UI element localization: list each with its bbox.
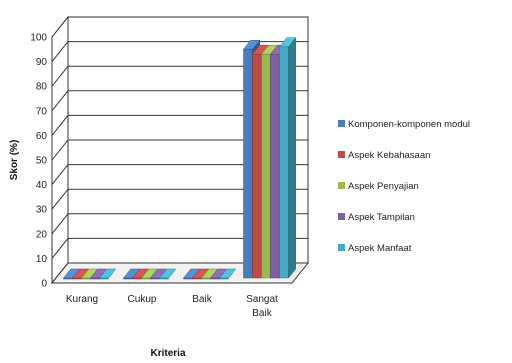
legend-label: Aspek Tampilan — [348, 212, 415, 223]
x-axis-label: Kriteria — [150, 348, 185, 359]
legend-label: Aspek Kebahasaan — [348, 150, 430, 161]
legend-label: Aspek Penyajian — [348, 181, 419, 192]
bar — [158, 268, 177, 280]
legend-swatch — [338, 151, 345, 158]
gridline — [51, 164, 308, 185]
legend-item: Aspek Tampilan — [338, 212, 415, 223]
bar — [278, 37, 297, 279]
x-tick-label: Baik — [192, 294, 212, 305]
legend-label: Aspek Manfaat — [348, 243, 412, 254]
legend-item: Aspek Manfaat — [338, 243, 412, 254]
gridline — [51, 139, 308, 161]
legend-swatch — [338, 213, 345, 220]
gridline — [51, 16, 308, 38]
x-tick-label: Cukup — [128, 294, 157, 305]
bar — [218, 268, 237, 280]
x-tick-label: Kurang — [66, 294, 98, 305]
y-tick-label: 60 — [36, 131, 48, 142]
y-tick-label: 30 — [36, 205, 48, 216]
gridline — [51, 188, 308, 210]
x-tick-label: Sangat Baik — [246, 294, 278, 319]
y-tick-labels: 0 10 20 30 40 50 60 70 80 90 100 — [30, 33, 47, 290]
y-tick-label: 100 — [30, 33, 47, 44]
legend-swatch — [338, 120, 345, 127]
y-tick-label: 40 — [36, 180, 48, 191]
legend: Komponen-komponen modul Aspek Kebahasaan A… — [338, 119, 470, 254]
legend-item: Komponen-komponen modul — [338, 119, 470, 130]
bar — [98, 268, 117, 280]
legend-swatch — [338, 244, 345, 251]
gridline — [51, 41, 308, 62]
legend-item: Aspek Penyajian — [338, 181, 419, 192]
gridline — [51, 262, 308, 284]
gridline — [51, 114, 308, 136]
gridline — [51, 213, 308, 235]
legend-swatch — [338, 182, 345, 189]
gridline — [51, 237, 308, 259]
gridline — [51, 65, 308, 87]
y-tick-label: 0 — [41, 279, 47, 290]
y-tick-label: 20 — [36, 229, 48, 240]
legend-item: Aspek Kebahasaan — [338, 150, 430, 161]
gridlines — [51, 16, 308, 284]
y-tick-label: 10 — [36, 254, 48, 265]
y-tick-label: 70 — [36, 106, 48, 117]
bars — [62, 37, 297, 280]
gridline — [51, 90, 308, 112]
x-tick-labels: Kurang Cukup Baik Sangat Baik — [66, 294, 278, 319]
y-tick-label: 80 — [36, 82, 48, 93]
y-tick-label: 90 — [36, 57, 48, 68]
legend-label: Komponen-komponen modul — [348, 119, 470, 130]
y-tick-label: 50 — [36, 156, 48, 167]
y-axis-label: Skor (%) — [9, 140, 20, 181]
